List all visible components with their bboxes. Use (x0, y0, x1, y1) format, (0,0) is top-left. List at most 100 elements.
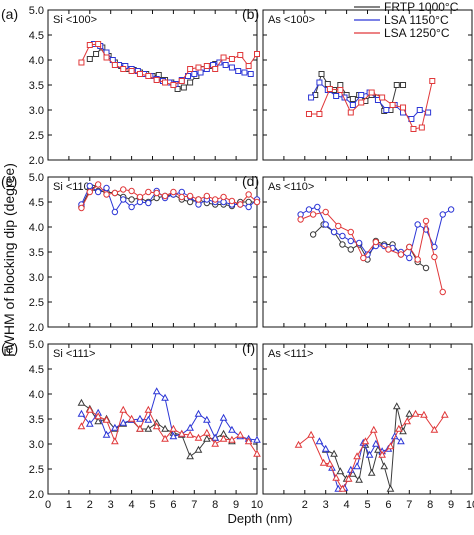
data-point (361, 437, 370, 445)
x-tick-label: 4 (344, 499, 350, 511)
data-point (245, 63, 252, 69)
y-tick-label: 2.0 (29, 155, 44, 167)
y-tick-label: 3.0 (29, 105, 44, 117)
data-point (194, 445, 203, 453)
data-point (170, 188, 177, 196)
x-tick-label: 6 (385, 499, 391, 511)
data-point (403, 417, 412, 425)
data-point (153, 189, 160, 197)
panel-label: Si <110> (53, 181, 96, 193)
data-point (364, 251, 371, 258)
data-point (237, 52, 244, 58)
y-axis-label: FWHM of blocking dip (degree) (1, 163, 17, 357)
data-point (178, 193, 185, 201)
x-axis-label: Depth (nm) (227, 511, 292, 526)
data-point (358, 92, 365, 98)
data-point (236, 430, 245, 438)
data-point (395, 424, 403, 432)
x-tick-label: 3 (108, 499, 114, 511)
data-point (103, 54, 110, 61)
data-point (111, 423, 119, 431)
panels: 2.0 2.5 3.0 3.5 4.0 4.5 5.0 (a) Si <100> (b) As <1… (1, 5, 474, 511)
y-tick-label: 5.0 (29, 5, 44, 17)
data-point (406, 254, 413, 262)
data-point (326, 459, 334, 467)
data-point (220, 193, 227, 201)
data-point (86, 42, 93, 48)
data-point (319, 458, 328, 466)
data-point (337, 87, 344, 93)
data-point (332, 473, 340, 481)
data-point (86, 188, 94, 196)
data-point (425, 109, 432, 116)
data-point (152, 387, 161, 395)
data-point (170, 82, 177, 88)
data-point (93, 51, 100, 57)
data-point (315, 437, 324, 445)
data-point (197, 69, 204, 76)
data-point (187, 66, 194, 72)
data-point (244, 437, 253, 445)
data-point (414, 256, 421, 263)
series-line-0 (80, 188, 257, 208)
series-line-0 (81, 402, 233, 458)
data-point (374, 445, 382, 453)
data-point (439, 288, 446, 296)
data-point (120, 66, 127, 72)
data-point (253, 198, 261, 206)
data-point (161, 434, 169, 442)
data-point (136, 193, 144, 201)
panel-0: 2.0 2.5 3.0 3.5 4.0 4.5 5.0 (a) Si <100> (1, 5, 260, 167)
data-point (337, 82, 344, 88)
y-tick-label: 3.5 (29, 247, 44, 259)
data-point (202, 428, 211, 436)
x-tick-label: 1 (66, 499, 72, 511)
x-tick-label: 7 (191, 499, 197, 511)
data-point (102, 430, 111, 438)
data-point (372, 439, 380, 447)
series-line-0 (325, 406, 410, 490)
x-tick-label: 10 (251, 499, 263, 511)
y-tick-label: 4.0 (29, 389, 44, 401)
data-point (144, 415, 153, 423)
data-point (297, 216, 304, 223)
y-tick-label: 4.5 (29, 197, 44, 209)
data-point (177, 429, 186, 437)
y-tick-label: 2.5 (29, 464, 44, 476)
data-point (347, 109, 354, 116)
data-point (353, 462, 361, 470)
data-point (368, 89, 375, 96)
data-point (203, 192, 211, 200)
x-tick-label: 5 (364, 499, 370, 511)
data-point (431, 253, 438, 261)
data-point (439, 211, 446, 218)
panel-frame (47, 9, 258, 161)
data-point (318, 71, 325, 77)
data-point (307, 430, 315, 438)
data-point (78, 204, 85, 212)
data-point (347, 246, 354, 253)
y-tick-label: 4.0 (29, 222, 44, 234)
data-point (245, 191, 252, 198)
data-point (111, 437, 119, 445)
series-line-2 (80, 43, 258, 86)
data-point (339, 232, 346, 240)
data-point (430, 425, 439, 433)
data-point (380, 462, 389, 470)
panel-3: (d) As <110> (242, 173, 473, 328)
data-point (94, 188, 102, 196)
data-point (393, 82, 400, 88)
data-point (410, 126, 417, 132)
data-point (339, 241, 346, 248)
data-point (86, 182, 94, 190)
data-point (194, 433, 203, 441)
data-point (169, 432, 178, 440)
y-tick-label: 2.0 (29, 322, 44, 334)
data-point (120, 186, 127, 193)
x-tick-label: 0 (45, 499, 51, 511)
data-point (178, 78, 185, 84)
data-point (219, 413, 228, 421)
data-point (145, 73, 152, 79)
data-point (324, 81, 331, 87)
data-point (102, 415, 111, 423)
